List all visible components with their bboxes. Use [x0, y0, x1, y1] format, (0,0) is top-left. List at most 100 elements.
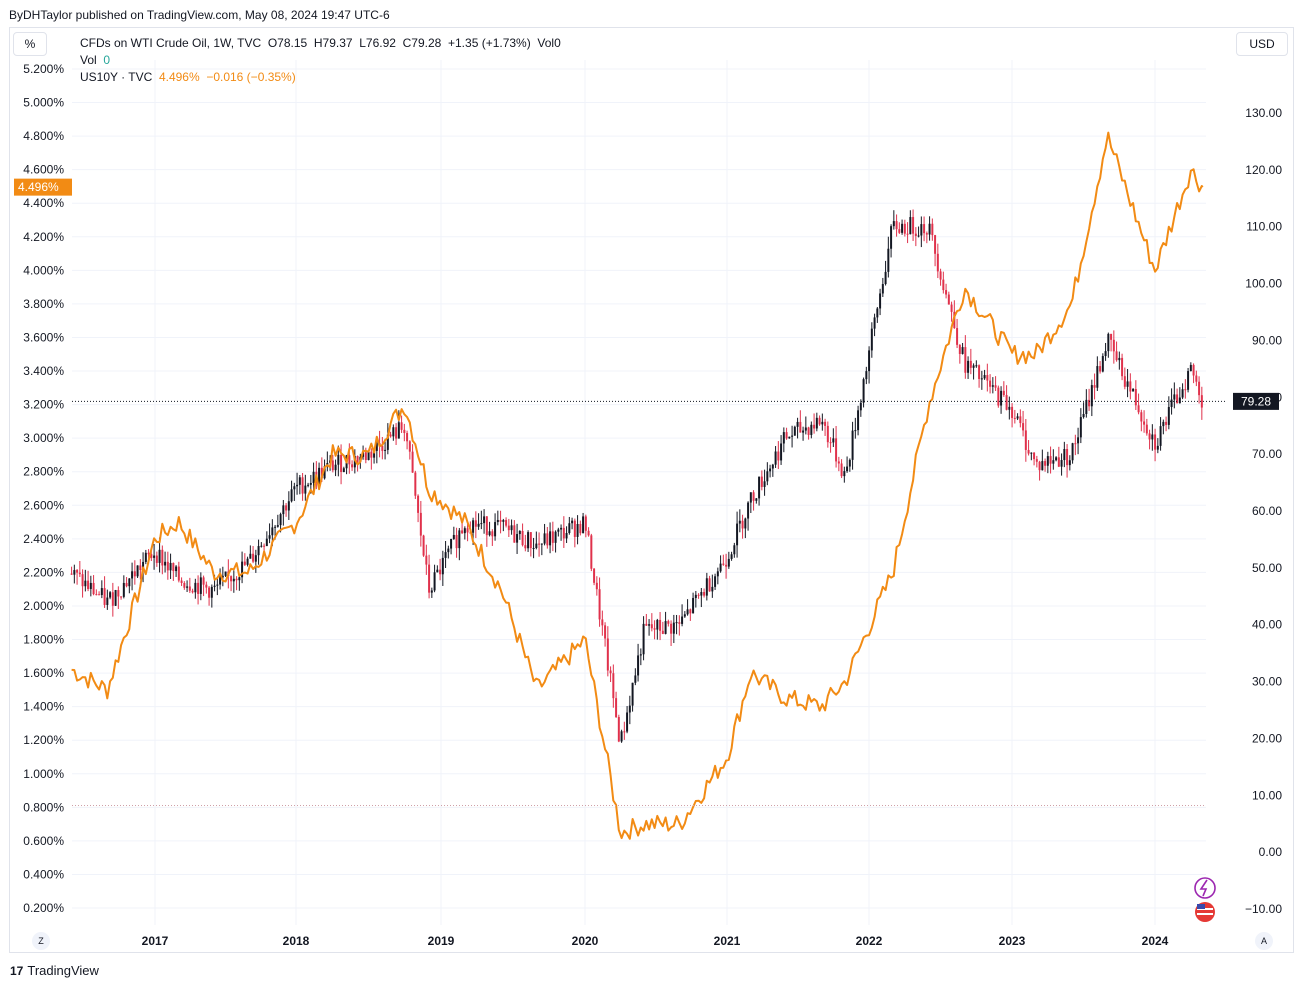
- candle-body: [612, 673, 615, 699]
- candle-body: [595, 582, 598, 590]
- open-value: O78.15: [267, 36, 308, 50]
- candle-body: [799, 421, 802, 433]
- candle-body: [1115, 351, 1118, 361]
- candle-body: [1008, 406, 1011, 410]
- candle-body: [796, 421, 799, 427]
- volume-legend[interactable]: Vol 0: [80, 52, 561, 69]
- left-axis-tick: 3.800%: [23, 297, 64, 311]
- candle-body: [1077, 437, 1080, 444]
- time-axis-tick: 2019: [428, 934, 455, 948]
- left-unit-button[interactable]: %: [13, 32, 47, 56]
- candle-body: [579, 523, 582, 534]
- yield-legend[interactable]: US10Y · TVC 4.496% −0.016 (−0.35%): [80, 69, 561, 86]
- candle-body: [1192, 364, 1195, 376]
- candle-body: [1145, 424, 1148, 434]
- left-axis-tick: 1.200%: [23, 733, 64, 747]
- candle-body: [697, 594, 700, 596]
- candle-body: [939, 271, 942, 280]
- candle-body: [615, 698, 618, 718]
- candle-body: [301, 477, 304, 494]
- candle-body: [1041, 461, 1044, 471]
- candle-body: [304, 485, 307, 494]
- close-value: C79.28: [402, 36, 442, 50]
- candle-body: [813, 424, 816, 429]
- candle-body: [81, 574, 84, 587]
- candle-body: [309, 482, 312, 485]
- right-axis-tick: 10.00: [1252, 788, 1282, 802]
- candle-body: [381, 445, 384, 451]
- chart-frame[interactable]: [9, 27, 1294, 953]
- candle-body: [741, 520, 744, 529]
- candle-body: [375, 443, 378, 451]
- candle-body: [557, 529, 560, 532]
- candle-body: [84, 580, 87, 587]
- candle-body: [199, 577, 202, 594]
- candle-body: [155, 555, 158, 563]
- candle-body: [824, 421, 827, 426]
- candle-body: [826, 425, 829, 443]
- candle-body: [1148, 433, 1151, 440]
- candle-body: [147, 552, 150, 555]
- candle-body: [661, 630, 664, 634]
- candle-body: [573, 520, 576, 537]
- candle-body: [342, 468, 345, 473]
- candle-body: [991, 385, 994, 387]
- candle-body: [928, 223, 931, 235]
- candle-body: [590, 535, 593, 569]
- left-axis-tick: 5.000%: [23, 96, 64, 110]
- candle-body: [865, 371, 868, 380]
- candle-body: [210, 586, 213, 598]
- candle-body: [887, 248, 890, 272]
- candle-body: [744, 518, 747, 529]
- yield-line: [71, 131, 1204, 840]
- candle-body: [945, 290, 948, 295]
- candle-body: [1090, 385, 1093, 407]
- last-yield-label: 4.496%: [18, 180, 59, 194]
- candle-body: [604, 625, 607, 639]
- candle-body: [1000, 390, 1003, 406]
- candle-body: [678, 622, 681, 624]
- candle-body: [1184, 389, 1187, 391]
- us-flag-icon[interactable]: [1195, 902, 1215, 922]
- candle-body: [95, 594, 98, 596]
- candle-body: [488, 531, 491, 536]
- candle-body: [628, 705, 631, 713]
- candle-body: [417, 495, 420, 513]
- candle-body: [903, 223, 906, 234]
- candle-body: [472, 520, 475, 533]
- candle-body: [851, 430, 854, 460]
- candle-body: [694, 594, 697, 598]
- candle-body: [749, 492, 752, 503]
- candle-body: [648, 624, 651, 626]
- candle-body: [925, 233, 928, 235]
- candle-body: [1200, 395, 1203, 408]
- candle-body: [331, 460, 334, 471]
- alert-icon[interactable]: [1194, 877, 1216, 899]
- candle-body: [1143, 421, 1146, 425]
- currency-button[interactable]: USD: [1236, 32, 1288, 56]
- main-series-legend[interactable]: CFDs on WTI Crude Oil, 1W, TVC O78.15 H7…: [80, 35, 561, 52]
- candle-body: [98, 594, 101, 596]
- candle-body: [642, 623, 645, 655]
- auto-scale-left-button[interactable]: Z: [32, 932, 50, 950]
- right-axis-tick: 130.00: [1245, 106, 1282, 120]
- candle-body: [395, 427, 398, 439]
- candle-body: [793, 426, 796, 436]
- candle-body: [802, 430, 805, 433]
- candle-body: [136, 565, 139, 577]
- candle-body: [986, 375, 989, 381]
- candle-body: [419, 512, 422, 536]
- candle-body: [1151, 434, 1154, 440]
- yield-change: −0.016 (−0.35%): [206, 70, 296, 84]
- auto-scale-right-button[interactable]: A: [1255, 932, 1273, 950]
- candle-body: [1079, 417, 1082, 438]
- candle-body: [111, 592, 114, 606]
- candle-body: [452, 534, 455, 539]
- candle-body: [120, 596, 123, 598]
- tradingview-logo[interactable]: 17 TradingView: [10, 963, 99, 978]
- candle-body: [777, 451, 780, 461]
- candle-body: [406, 433, 409, 442]
- time-axis: 2017 2018 2019 2020 2021 2022 2023 2024: [142, 934, 1169, 948]
- candle-body: [758, 476, 761, 499]
